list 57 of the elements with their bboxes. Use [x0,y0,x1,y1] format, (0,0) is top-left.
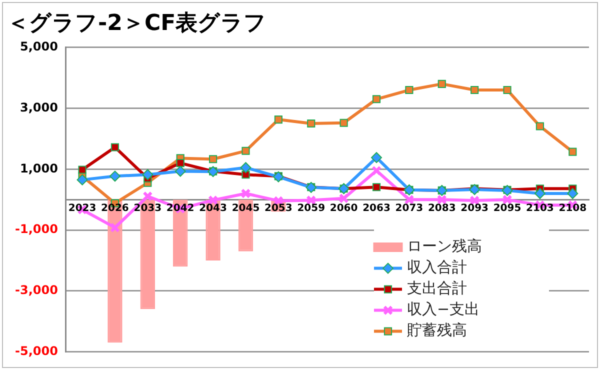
x-tick-label: 2033 [134,203,162,214]
point [568,148,577,156]
point [372,183,381,192]
y-tick-label: 3,000 [20,100,58,114]
y-tick-label: -1,000 [15,222,58,236]
point [536,122,544,130]
point [307,119,316,128]
legend-label: 支出合計 [407,279,467,298]
x-tick-label: 2053 [264,203,292,214]
point [371,166,382,176]
point [534,188,546,200]
point [76,174,88,186]
x-tick-label: 2043 [199,203,227,214]
point [176,159,184,168]
x-tick-label: 2059 [297,203,326,214]
point [567,188,578,200]
legend-label: 収入合計 [407,258,467,276]
point [142,169,154,180]
point [110,222,120,233]
x-tick-label: 2095 [493,203,522,214]
x-tick-label: 2045 [232,203,260,214]
x-tick-label: 2093 [460,203,489,214]
point [503,86,512,94]
point [109,170,120,182]
x-tick-label: 2108 [558,203,587,214]
chart-title: ＜グラフ-2＞CF表グラフ [7,10,267,36]
point [469,184,480,196]
point [240,162,252,174]
point [338,193,349,204]
x-tick-label: 2042 [166,203,194,214]
legend-label: 貯蓄残高 [407,321,467,340]
legend-label: ローン残高 [407,237,482,256]
point [78,166,86,174]
x-tick-label: 2103 [526,203,554,214]
point [372,95,381,104]
x-tick-label: 2083 [428,203,456,214]
x-tick-label: 2026 [101,203,129,214]
point [142,191,153,202]
point [110,143,120,152]
y-tick-label: -5,000 [15,344,58,358]
point [438,80,446,88]
legend-label: 収入−支出 [407,300,480,318]
point [470,86,479,94]
point [371,152,382,164]
point [274,116,282,124]
point [240,188,251,199]
y-tick-label: -3,000 [15,283,58,298]
point [174,166,186,177]
point [405,86,414,94]
point [242,146,250,155]
point [209,155,218,164]
y-tick-label: 1,000 [20,161,58,176]
y-tick-label: 5,000 [20,40,58,54]
x-tick-label: 2073 [395,203,424,214]
x-tick-label: 2063 [362,203,390,214]
x-tick-label: 2060 [330,203,358,214]
point [340,118,348,127]
